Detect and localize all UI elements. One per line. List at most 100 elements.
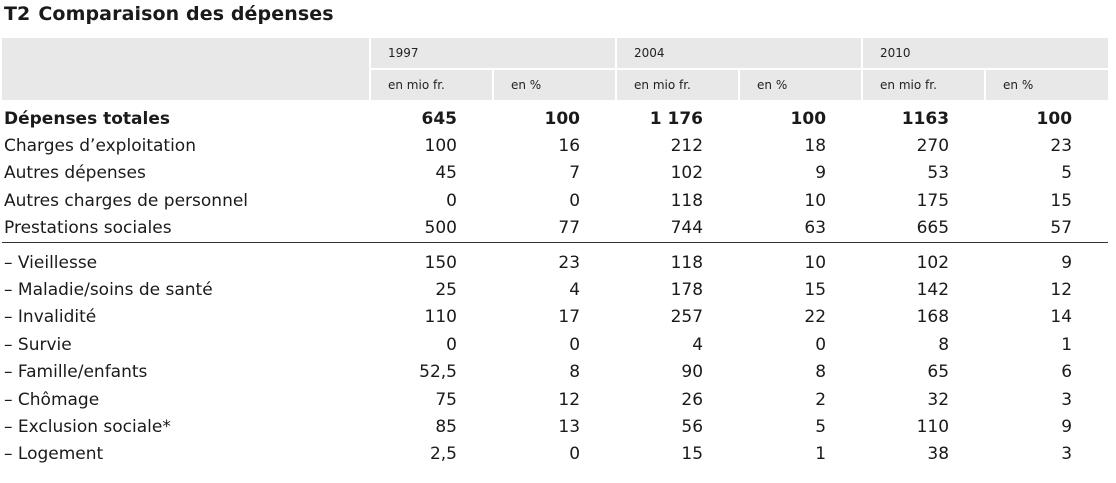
value-mio-cell: 75: [435, 389, 457, 410]
unit-header-row: en mio fr. en % en mio fr. en % en mio f…: [2, 68, 1109, 100]
row-label: Autres charges de personnel: [4, 190, 249, 211]
row-label: – Invalidité: [4, 307, 97, 328]
value-percent-cell: 22: [804, 307, 827, 328]
table-title-text: Comparaison des dépenses: [38, 3, 334, 25]
value-percent-cell: 57: [985, 214, 1109, 243]
value-percent-cell: 1: [815, 444, 827, 465]
unit-header: en mio fr.: [615, 68, 740, 100]
value-percent-cell: 9: [1061, 252, 1073, 273]
row-label: – Logement: [4, 444, 104, 465]
value-mio-cell: 168: [916, 307, 950, 328]
value-percent-cell: 100: [544, 108, 581, 129]
table-row: Autres charges de personnel 0 0 118 10 175 15: [2, 187, 1108, 214]
value-mio-cell: 744: [616, 214, 740, 243]
value-percent-cell: 12: [1050, 280, 1073, 301]
year-header: 2010: [861, 38, 1109, 69]
value-percent-cell: 23: [1050, 136, 1073, 157]
value-mio-cell: 110: [424, 307, 457, 328]
row-label: Charges d’exploitation: [4, 136, 196, 157]
value-percent-cell: 12: [558, 389, 581, 410]
value-percent-cell: 0: [569, 190, 581, 211]
row-label: – Survie: [4, 334, 72, 355]
table-row: – Logement 2,5 0 15 1 38 3: [2, 441, 1108, 468]
value-mio-cell: 65: [927, 362, 950, 383]
value-mio-cell: 500: [370, 214, 493, 243]
value-mio-cell: 118: [670, 252, 704, 273]
unit-header: en %: [491, 68, 617, 100]
value-percent-cell: 10: [804, 252, 827, 273]
value-percent-cell: 2: [815, 389, 827, 410]
value-percent-cell: 15: [1050, 190, 1073, 211]
value-percent-cell: 17: [558, 307, 581, 328]
value-percent-cell: 0: [569, 334, 581, 355]
value-mio-cell: 8: [938, 334, 950, 355]
value-mio-cell: 0: [446, 334, 457, 355]
value-mio-cell: 85: [435, 416, 457, 437]
table-row: – Exclusion sociale* 85 13 56 5 110 9: [2, 413, 1108, 440]
value-percent-cell: 18: [804, 136, 827, 157]
value-mio-cell: 1163: [901, 108, 950, 129]
value-mio-cell: 645: [421, 108, 458, 129]
value-mio-cell: 142: [916, 280, 950, 301]
value-mio-cell: 4: [692, 334, 704, 355]
unit-header: en mio fr.: [369, 68, 493, 100]
unit-header: en %: [738, 68, 863, 100]
table-row: – Vieillesse 150 23 118 10 102 9: [2, 242, 1108, 276]
unit-header: en mio fr.: [861, 68, 986, 100]
value-mio-cell: 0: [446, 190, 457, 211]
expenses-table: 1997 2004 2010 en mio fr. en % en mio fr…: [2, 38, 1109, 468]
value-percent-cell: 13: [558, 416, 581, 437]
value-mio-cell: 56: [681, 416, 704, 437]
table-row: Autres dépenses 45 7 102 9 53 5: [2, 160, 1108, 187]
value-percent-cell: 15: [804, 280, 827, 301]
value-percent-cell: 5: [1061, 163, 1073, 184]
table-row: – Invalidité 110 17 257 22 168 14: [2, 304, 1108, 331]
year-header: 2004: [615, 38, 863, 69]
value-percent-cell: 1: [1061, 334, 1073, 355]
value-mio-cell: 25: [435, 280, 457, 301]
value-mio-cell: 1 176: [649, 108, 704, 129]
value-percent-cell: 100: [1036, 108, 1073, 129]
value-mio-cell: 26: [681, 389, 704, 410]
value-percent-cell: 8: [815, 362, 827, 383]
value-percent-cell: 77: [493, 214, 617, 243]
value-percent-cell: 0: [569, 444, 581, 465]
table-row: Charges d’exploitation 100 16 212 18 270 23: [2, 132, 1108, 159]
header-blank-cell: [2, 69, 370, 100]
row-label: – Maladie/soins de santé: [4, 280, 213, 301]
value-percent-cell: 3: [1061, 389, 1073, 410]
table-body: Dépenses totales 645 100 1 176 100 1163 100 Cha…: [2, 105, 1109, 468]
value-mio-cell: 53: [927, 163, 950, 184]
table-row: – Chômage 75 12 26 2 32 3: [2, 386, 1108, 413]
value-mio-cell: 665: [862, 214, 986, 243]
value-percent-cell: 0: [815, 334, 827, 355]
table-row: – Survie 0 0 4 0 8 1: [2, 331, 1108, 358]
value-percent-cell: 5: [815, 416, 827, 437]
value-mio-cell: 2,5: [429, 444, 457, 465]
value-percent-cell: 8: [569, 362, 581, 383]
value-mio-cell: 118: [670, 190, 704, 211]
value-percent-cell: 9: [1061, 416, 1073, 437]
row-label: Dépenses totales: [4, 108, 171, 129]
table-row: Prestations sociales 500 77 744 63 665 57: [2, 214, 1109, 243]
value-mio-cell: 52,5: [419, 362, 457, 383]
table-number: T2: [4, 3, 31, 25]
value-percent-cell: 7: [569, 163, 581, 184]
value-mio-cell: 90: [681, 362, 704, 383]
value-mio-cell: 32: [927, 389, 950, 410]
row-label: – Chômage: [4, 389, 100, 410]
value-mio-cell: 102: [670, 163, 704, 184]
value-mio-cell: 102: [916, 252, 950, 273]
table-row: Dépenses totales 645 100 1 176 100 1163 100: [2, 105, 1108, 132]
year-header-row: 1997 2004 2010: [2, 38, 1109, 69]
value-mio-cell: 178: [670, 280, 704, 301]
row-label: – Famille/enfants: [4, 362, 148, 383]
value-mio-cell: 212: [670, 136, 704, 157]
value-percent-cell: 10: [804, 190, 827, 211]
value-percent-cell: 3: [1061, 444, 1073, 465]
row-label: – Exclusion sociale*: [4, 416, 171, 437]
row-label: – Vieillesse: [4, 252, 98, 273]
value-percent-cell: 100: [790, 108, 827, 129]
value-mio-cell: 38: [927, 444, 950, 465]
header-blank-cell: [2, 38, 370, 69]
